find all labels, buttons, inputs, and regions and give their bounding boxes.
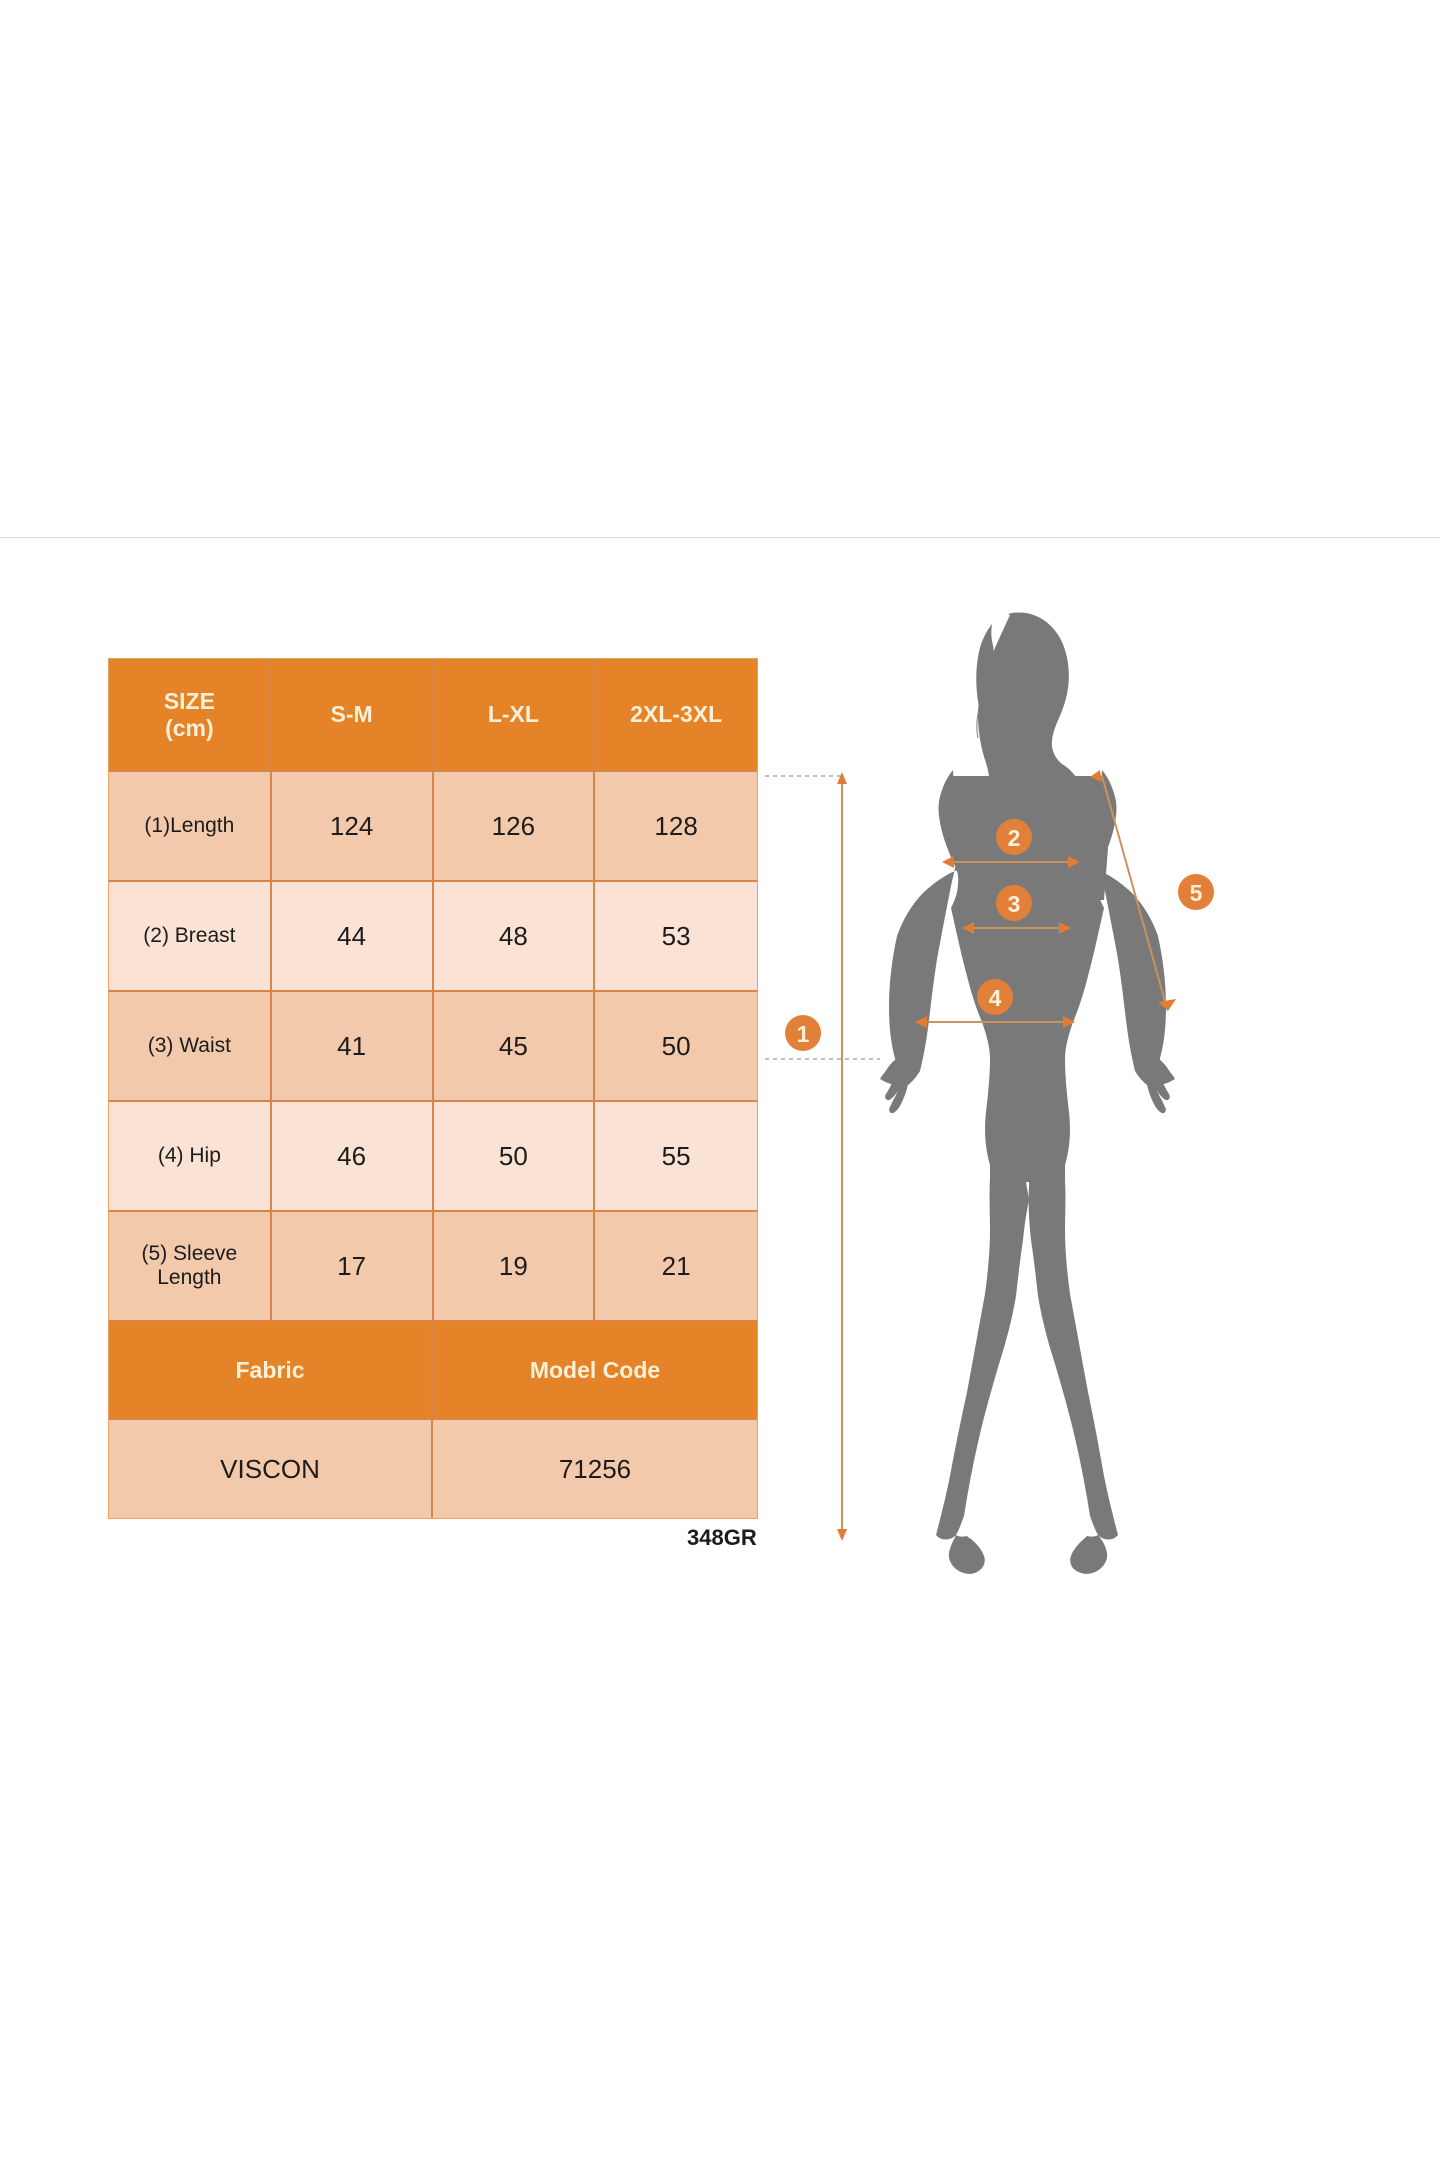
svg-text:4: 4 bbox=[989, 985, 1002, 1011]
svg-text:2: 2 bbox=[1008, 825, 1021, 851]
svg-text:3: 3 bbox=[1008, 891, 1021, 917]
svg-text:5: 5 bbox=[1190, 880, 1203, 906]
svg-text:1: 1 bbox=[797, 1021, 810, 1047]
